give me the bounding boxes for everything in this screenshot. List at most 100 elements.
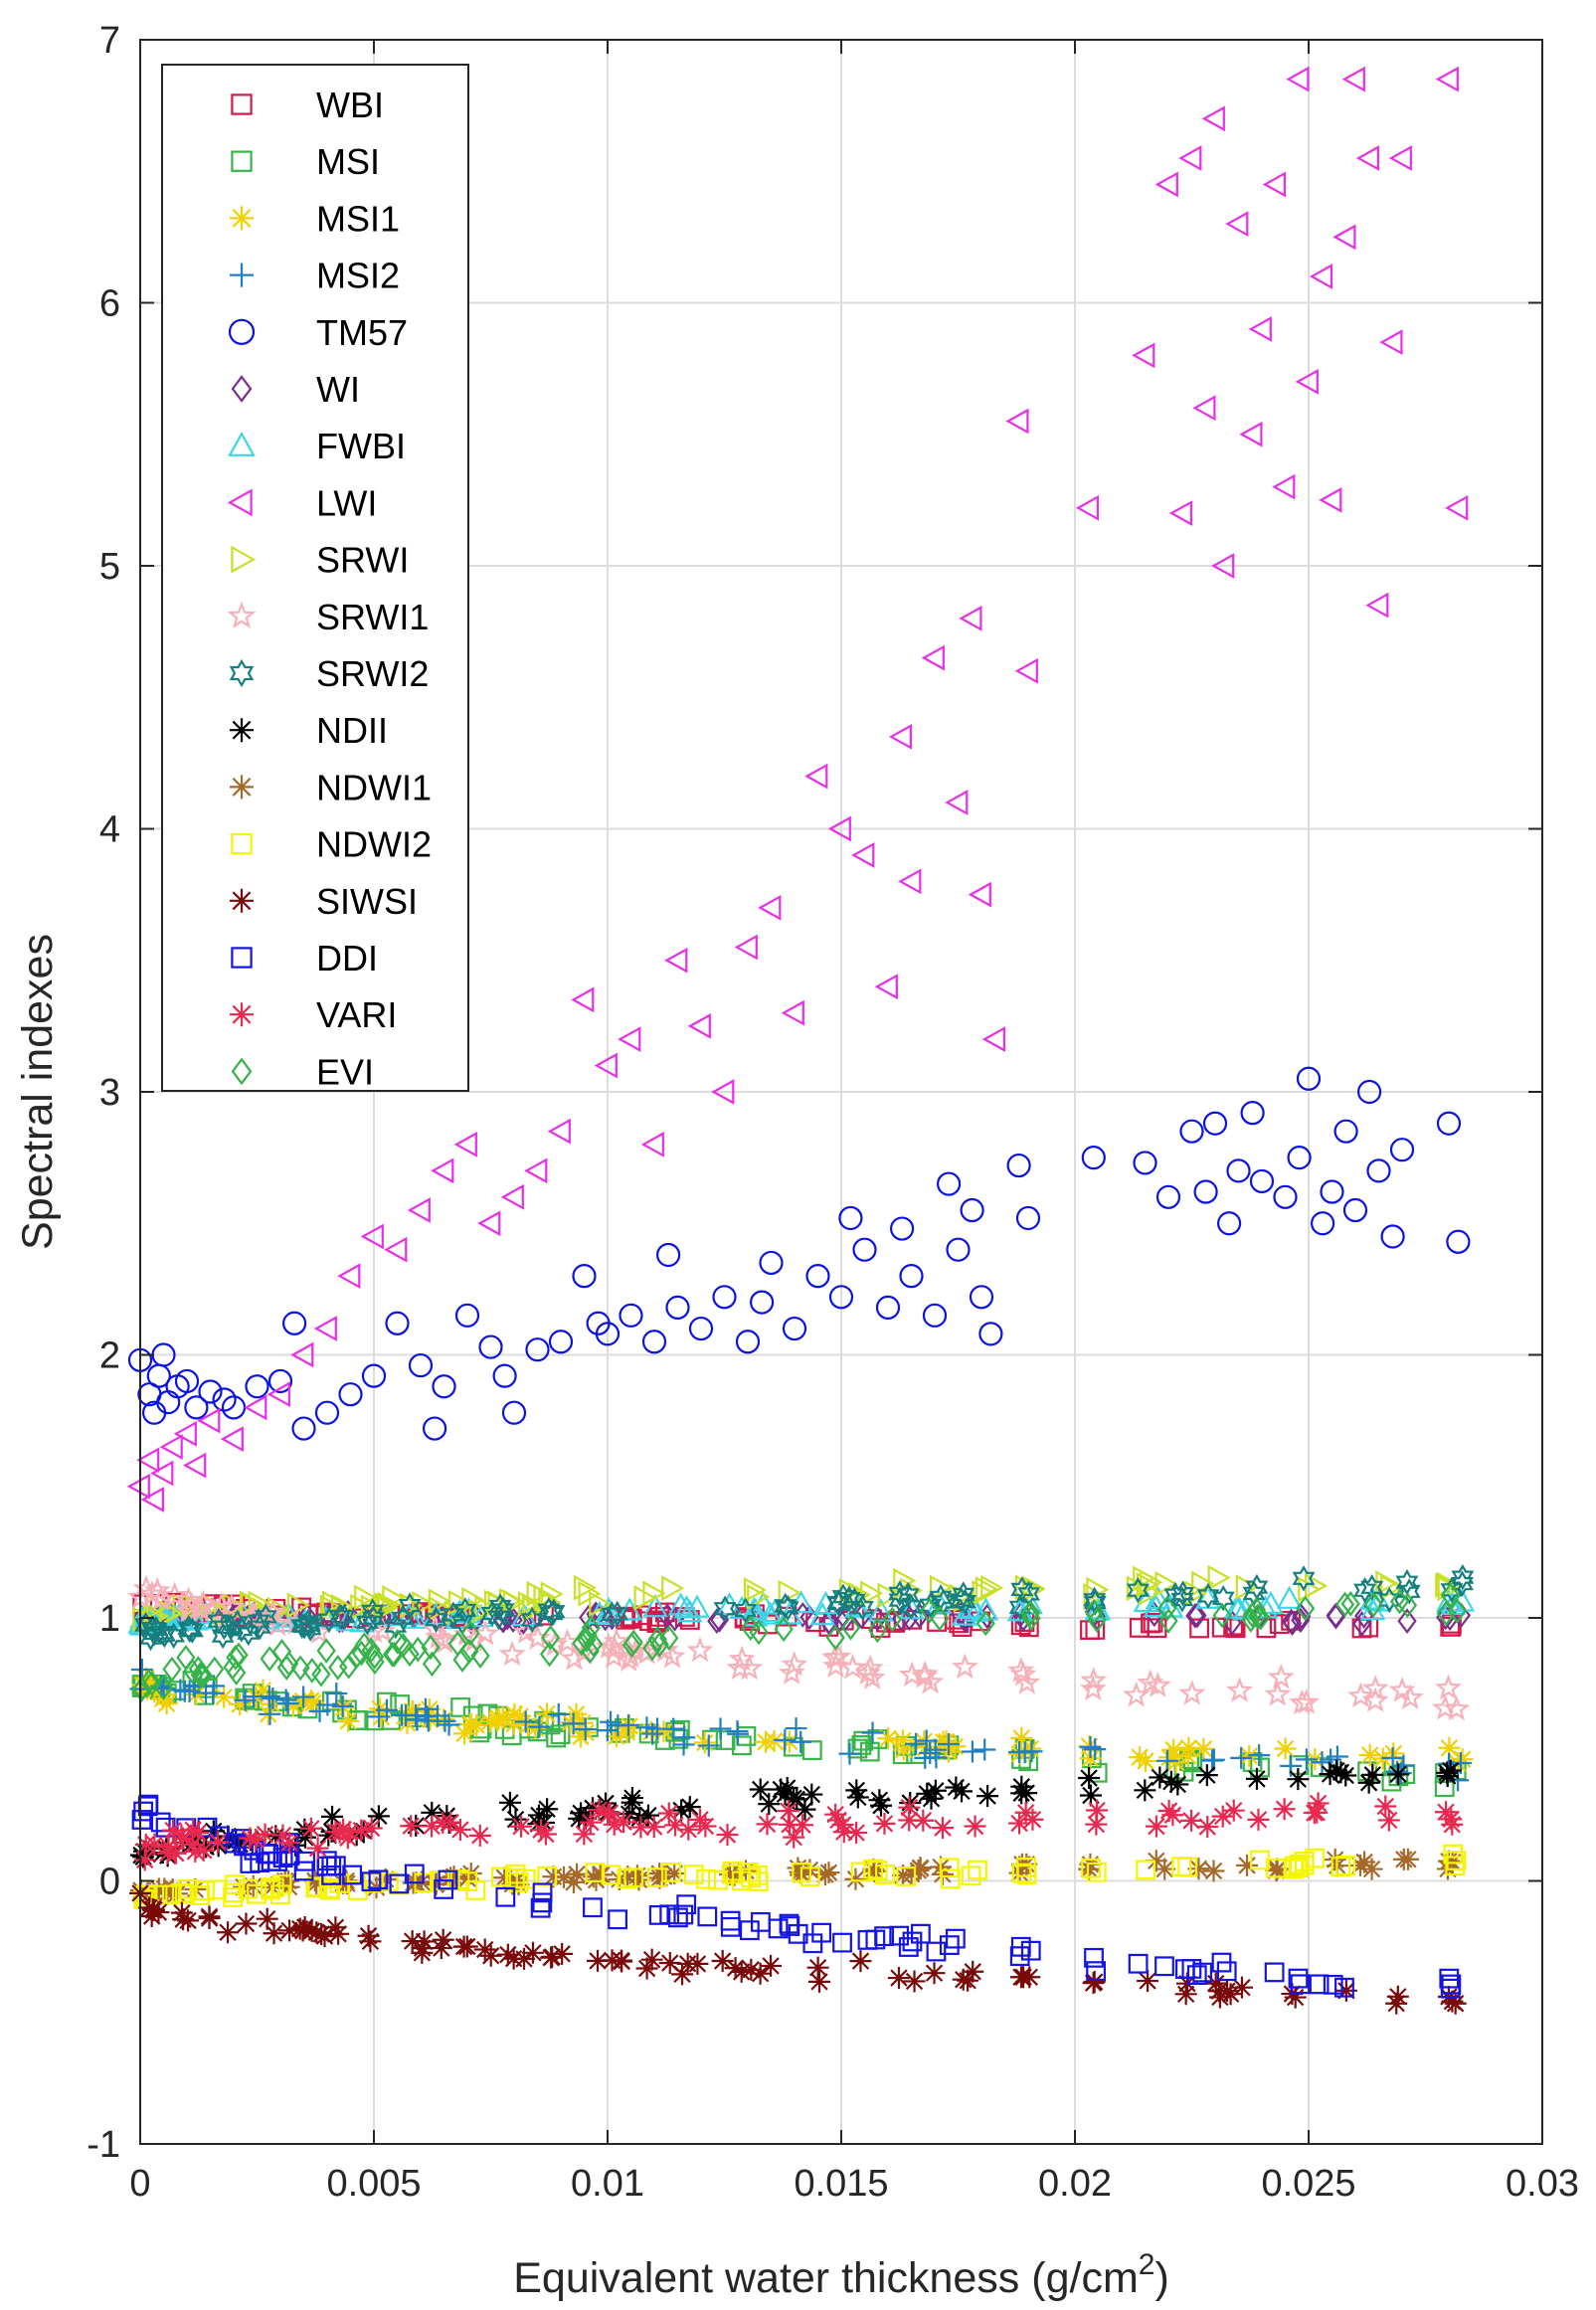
- data-point: [271, 1824, 294, 1847]
- data-point: [1451, 1748, 1474, 1771]
- data-point: [500, 1183, 524, 1210]
- data-point: [924, 1779, 947, 1802]
- data-point: [1264, 1962, 1285, 1983]
- data-point: [1149, 1766, 1171, 1789]
- data-point: [1239, 421, 1263, 447]
- data-point: [588, 1798, 611, 1821]
- data-point: [648, 1905, 669, 1925]
- data-point: [360, 1817, 383, 1840]
- data-point: [454, 1303, 480, 1328]
- data-point: [350, 1819, 373, 1842]
- data-point: [648, 1866, 671, 1889]
- data-point: [229, 1692, 252, 1715]
- data-point: [172, 1908, 195, 1931]
- data-point: [783, 1787, 805, 1810]
- data-point: [749, 1619, 769, 1646]
- data-point: [573, 1823, 596, 1846]
- data-point: [286, 1592, 310, 1619]
- data-point: [898, 868, 922, 895]
- data-point: [1079, 1736, 1102, 1758]
- data-point: [896, 1866, 917, 1886]
- x-tick-label: 0.025: [1261, 2163, 1355, 2205]
- data-point: [478, 1334, 503, 1359]
- legend-label: DDI: [316, 938, 378, 978]
- data-point: [868, 1598, 894, 1622]
- data-point: [133, 1849, 156, 1871]
- data-point: [1353, 1577, 1376, 1604]
- data-point: [282, 1311, 307, 1335]
- data-point: [1078, 1858, 1101, 1880]
- data-point: [931, 1817, 954, 1840]
- legend-item-wbi: WBI: [231, 85, 384, 125]
- data-point: [1145, 1815, 1167, 1838]
- data-point: [290, 1612, 314, 1640]
- data-point: [452, 1935, 475, 1958]
- data-point: [1207, 1564, 1231, 1591]
- data-point: [218, 1593, 246, 1619]
- x-tick-label: 0.015: [794, 2163, 888, 2205]
- data-point: [1157, 1594, 1184, 1618]
- data-point: [540, 1600, 564, 1627]
- data-point: [1247, 1808, 1270, 1831]
- data-point: [898, 1937, 919, 1957]
- data-point: [893, 1567, 917, 1594]
- data-point: [359, 1930, 382, 1953]
- data-point: [126, 1473, 150, 1500]
- data-point: [362, 1605, 385, 1632]
- data-point: [1196, 1816, 1219, 1839]
- data-point: [758, 894, 782, 921]
- data-point: [642, 1635, 662, 1662]
- data-point: [738, 1863, 759, 1882]
- data-point: [540, 1581, 564, 1607]
- legend-marker: [231, 93, 253, 115]
- data-point: [640, 1948, 663, 1971]
- data-point: [732, 1735, 752, 1756]
- data-point: [296, 1608, 320, 1636]
- data-point: [641, 1330, 667, 1354]
- data-point: [633, 1585, 657, 1611]
- data-point: [1007, 1657, 1035, 1683]
- data-point: [1264, 1681, 1292, 1706]
- data-point: [540, 1946, 563, 1969]
- data-point: [1309, 264, 1332, 289]
- data-point: [1086, 1961, 1106, 1982]
- data-point: [1006, 1153, 1031, 1178]
- data-point: [1010, 1726, 1033, 1749]
- data-point: [498, 1640, 526, 1667]
- data-point: [320, 1879, 341, 1900]
- data-point: [453, 1597, 477, 1624]
- data-point: [1352, 1611, 1372, 1637]
- data-point: [254, 1603, 277, 1630]
- data-point: [527, 1804, 550, 1827]
- data-point: [532, 1892, 553, 1913]
- data-point: [832, 1821, 855, 1844]
- data-point: [492, 1363, 517, 1388]
- data-point: [390, 1694, 411, 1714]
- data-point: [211, 1622, 235, 1650]
- data-point: [661, 1575, 685, 1602]
- data-point: [945, 790, 969, 815]
- data-point: [1397, 1608, 1417, 1634]
- data-point: [150, 1460, 174, 1487]
- data-point: [197, 1407, 221, 1434]
- data-point: [325, 1682, 348, 1704]
- x-tick-label: 0.005: [326, 2163, 421, 2205]
- legend-marker: [227, 601, 257, 629]
- data-point: [1193, 1179, 1218, 1204]
- data-point: [368, 1869, 389, 1890]
- data-point: [782, 1316, 807, 1341]
- data-point: [521, 1941, 544, 1964]
- data-point: [939, 1935, 960, 1955]
- data-point: [433, 1708, 455, 1731]
- data-point: [217, 1921, 240, 1944]
- data-point: [1144, 1672, 1171, 1697]
- data-point: [470, 1643, 490, 1669]
- data-point: [408, 1636, 428, 1663]
- data-point: [978, 1322, 1003, 1346]
- data-point: [739, 1920, 760, 1941]
- data-point: [696, 1868, 716, 1889]
- data-point: [1186, 1965, 1207, 1986]
- data-point: [245, 1374, 269, 1399]
- data-point: [1158, 1608, 1178, 1634]
- data-point: [434, 1709, 456, 1732]
